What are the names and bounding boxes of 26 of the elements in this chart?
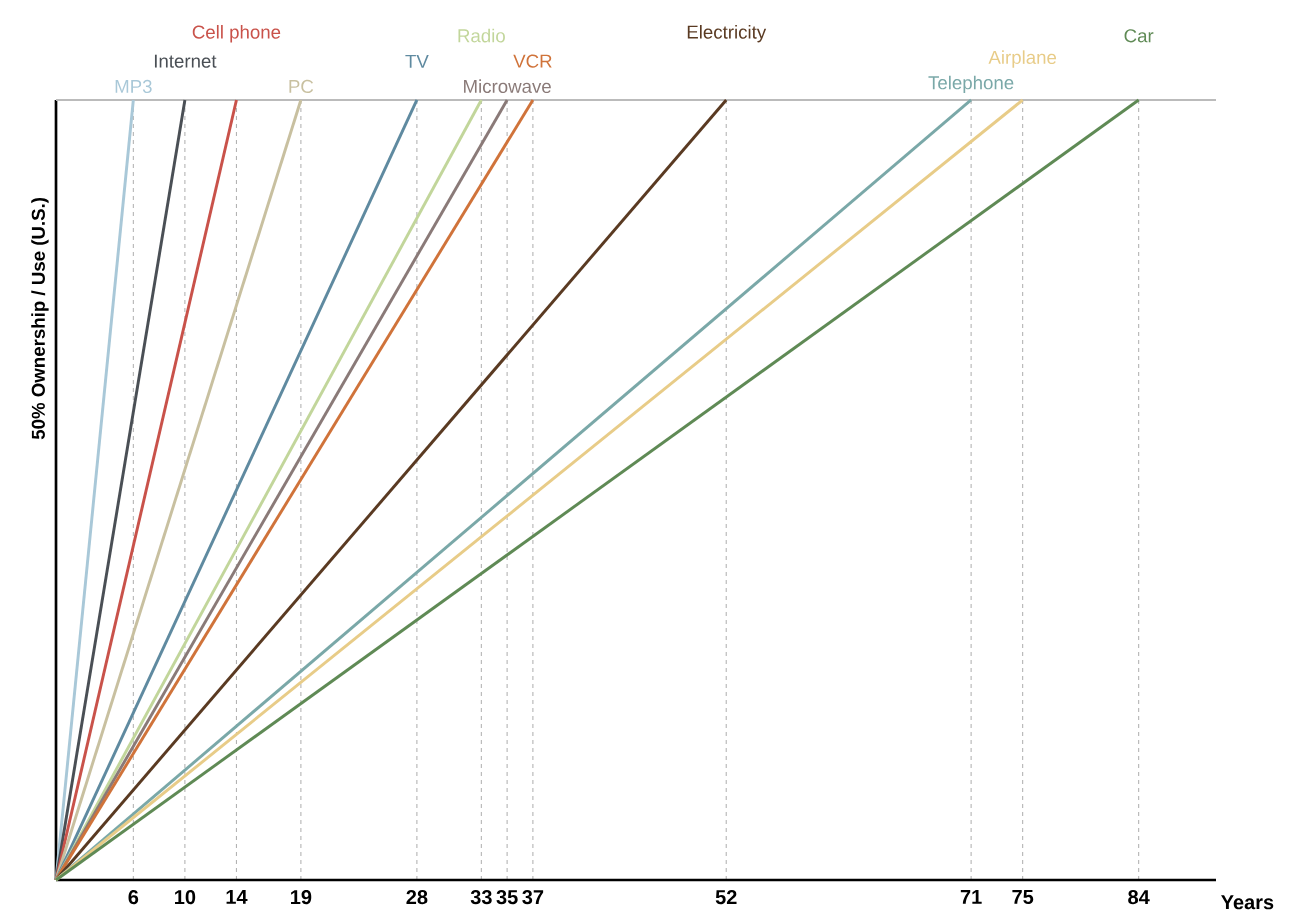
x-axis-title: Years — [1221, 895, 1274, 910]
series-label: TV — [405, 54, 429, 68]
x-tick-label: 35 — [496, 890, 518, 905]
text: Internet — [154, 54, 217, 68]
x-tick-label: 14 — [226, 890, 248, 904]
x-tick-label: 10 — [175, 890, 196, 905]
text: VCR — [513, 54, 552, 68]
x-tick-label: 37 — [522, 890, 544, 905]
series-label: Microwave — [464, 79, 551, 94]
text: Car — [1124, 29, 1154, 43]
series-label: MP3 — [115, 79, 152, 94]
x-tick-label: 84 — [1128, 890, 1150, 905]
x-tick-label: 6 — [128, 890, 139, 905]
x-tick-label: 71 — [960, 890, 982, 904]
x-tick-label: 28 — [406, 890, 428, 905]
text: Cell phone — [192, 24, 281, 43]
x-tick-label: 75 — [1012, 890, 1034, 904]
x-tick-label: 52 — [715, 890, 737, 905]
series-label: PC — [289, 79, 314, 94]
text: Airplane — [988, 50, 1057, 68]
y-axis-title: 50% Ownership / Use (U.S.) — [31, 197, 49, 440]
text: Radio — [458, 28, 505, 43]
series-label: Telephone — [928, 75, 1014, 94]
x-tick-label: 19 — [291, 890, 312, 905]
x-tick-label: 33 — [470, 890, 492, 905]
text: Electricity — [687, 24, 767, 43]
